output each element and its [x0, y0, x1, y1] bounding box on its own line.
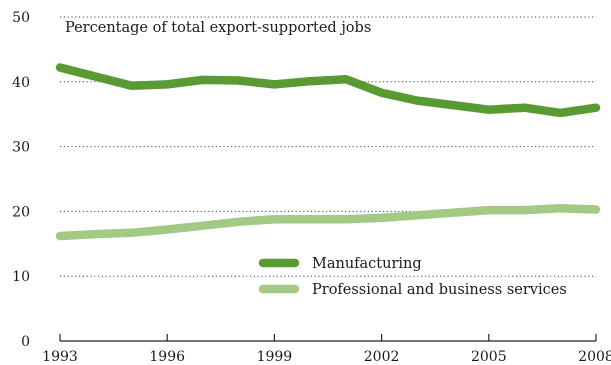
- y-tick-label: 50: [12, 10, 30, 26]
- y-tick-label: 30: [12, 140, 30, 156]
- x-tick-label: 1996: [149, 349, 185, 365]
- x-tick-label: 2002: [364, 349, 400, 365]
- x-tick-label: 2005: [471, 349, 507, 365]
- y-tick-label: 10: [12, 269, 30, 285]
- y-tick-label: 0: [21, 334, 30, 350]
- legend: Manufacturing Professional and business s…: [263, 256, 567, 298]
- legend-label: Manufacturing: [312, 256, 422, 272]
- series-lines: [60, 68, 596, 237]
- series-line-professional-business-services: [60, 208, 596, 236]
- y-tick-label: 20: [12, 204, 30, 220]
- x-tick-label: 1999: [257, 349, 293, 365]
- legend-label: Professional and business services: [312, 282, 567, 298]
- gridlines: [60, 17, 596, 276]
- series-line-manufacturing: [60, 68, 596, 113]
- y-tick-label: 40: [12, 75, 30, 91]
- x-tick-label: 2008: [578, 349, 611, 365]
- x-tick-label: 1993: [42, 349, 78, 365]
- chart-title: Percentage of total export-supported job…: [65, 20, 371, 36]
- axes: 0 10 20 30 40 50 1993 1996 1999 2002 2005 2008: [12, 10, 611, 365]
